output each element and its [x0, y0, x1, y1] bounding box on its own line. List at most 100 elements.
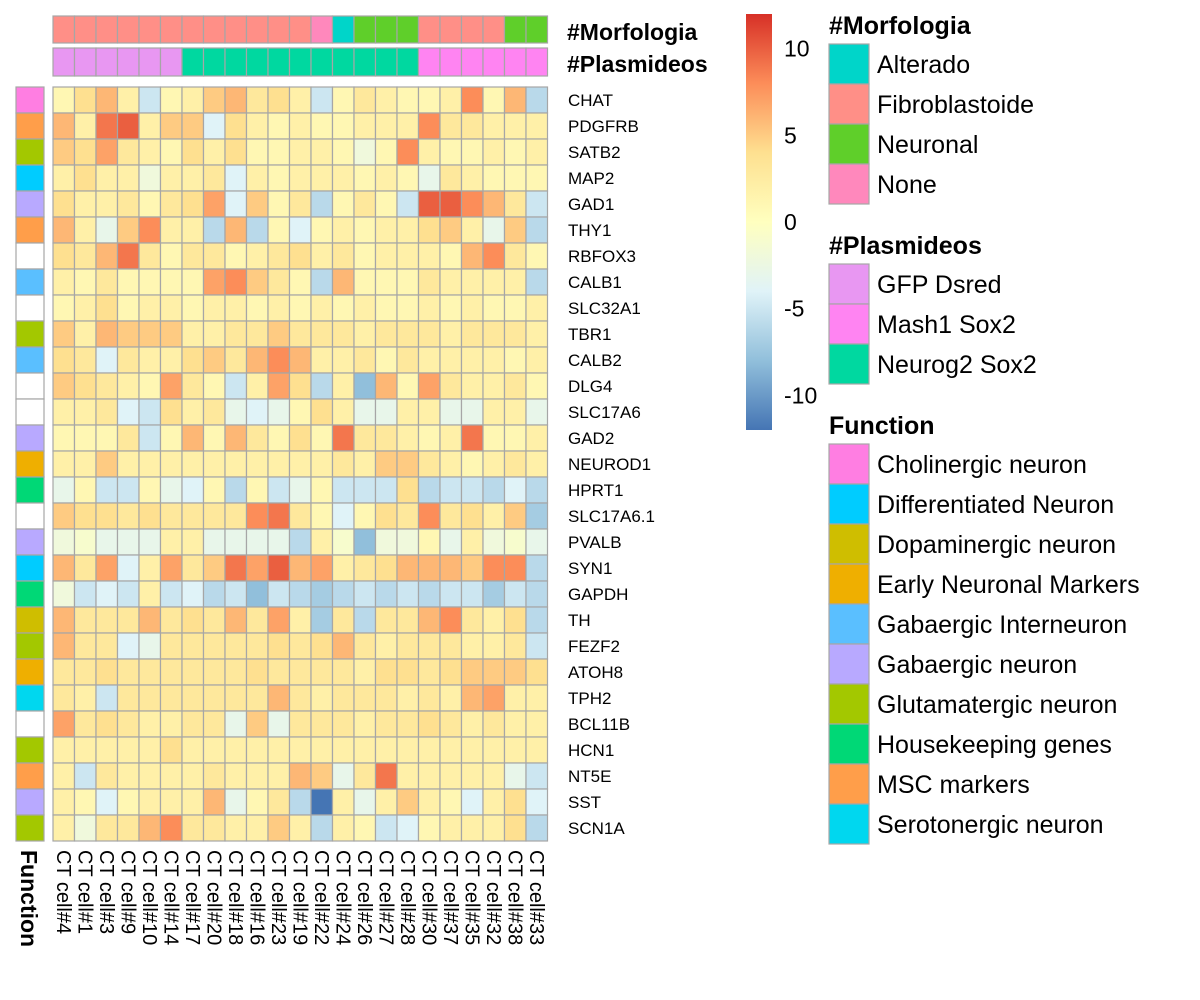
heatmap-cell: [396, 710, 420, 738]
heatmap-cell: [417, 632, 441, 660]
heatmap-cell: [439, 580, 463, 608]
gene-label: CALB2: [568, 351, 622, 370]
heatmap-cell: [417, 112, 441, 140]
plasmideos-cell: [503, 47, 527, 77]
heatmap-cell: [181, 346, 205, 374]
morfologia-cell: [181, 15, 205, 44]
heatmap-cell: [374, 112, 398, 140]
heatmap-cell: [503, 86, 527, 114]
heatmap-cell: [202, 736, 226, 764]
plasmideos-cell: [439, 47, 463, 77]
legend-item-label: Housekeeping genes: [877, 731, 1112, 759]
legend-item-label: Alterado: [877, 51, 970, 79]
heatmap-cell: [288, 268, 312, 296]
heatmap-cell: [245, 788, 269, 816]
function-cell: [15, 424, 45, 452]
function-cell: [15, 762, 45, 790]
function-cell: [15, 138, 45, 166]
heatmap-cell: [503, 502, 527, 530]
heatmap-cell: [245, 424, 269, 452]
heatmap-cell: [310, 138, 334, 166]
heatmap-cell: [503, 762, 527, 790]
heatmap-cell: [159, 684, 183, 712]
plasmideos-cell: [482, 47, 506, 77]
heatmap-cell: [224, 424, 248, 452]
heatmap-cell: [245, 190, 269, 218]
heatmap-cell: [396, 736, 420, 764]
heatmap-cell: [116, 762, 140, 790]
heatmap-cell: [95, 268, 119, 296]
heatmap-cell: [159, 658, 183, 686]
heatmap-cell: [224, 216, 248, 244]
heatmap-cell: [116, 528, 140, 556]
color-scale-legend: 10 5 0 -5 -10: [746, 14, 817, 430]
heatmap-cell: [52, 112, 76, 140]
heatmap-cell: [202, 112, 226, 140]
heatmap-cell: [374, 450, 398, 478]
cell-label: CT cell#26: [353, 850, 375, 945]
heatmap-cell: [310, 606, 334, 634]
heatmap-cell: [224, 294, 248, 322]
heatmap-cell: [52, 580, 76, 608]
heatmap-cell: [52, 762, 76, 790]
heatmap-cell: [417, 606, 441, 634]
heatmap-cell: [439, 502, 463, 530]
heatmap-cell: [331, 268, 355, 296]
cell-label: CT cell#19: [288, 850, 310, 945]
heatmap-cell: [310, 372, 334, 400]
heatmap-cell: [374, 710, 398, 738]
heatmap-cell: [267, 658, 291, 686]
heatmap-cell: [353, 632, 377, 660]
heatmap-cell: [353, 450, 377, 478]
legend-item-label: Gabaergic neuron: [877, 651, 1077, 679]
heatmap-cell: [52, 268, 76, 296]
heatmap-cell: [95, 502, 119, 530]
heatmap-cell: [159, 86, 183, 114]
heatmap-cell: [353, 190, 377, 218]
plasmideos-cell: [95, 47, 119, 77]
heatmap-cell: [460, 710, 484, 738]
gene-label: PDGFRB: [568, 117, 639, 136]
heatmap-cell: [396, 164, 420, 192]
heatmap-cell: [503, 112, 527, 140]
heatmap-cell: [116, 424, 140, 452]
morfologia-cell: [52, 15, 76, 44]
function-cell: [15, 554, 45, 582]
heatmap-cell: [288, 762, 312, 790]
heatmap-cell: [460, 528, 484, 556]
heatmap-cell: [95, 684, 119, 712]
heatmap-cell: [331, 502, 355, 530]
heatmap-cell: [460, 294, 484, 322]
heatmap-cell: [288, 554, 312, 582]
heatmap-cell: [310, 320, 334, 348]
heatmap-cell: [374, 736, 398, 764]
heatmap-cell: [310, 736, 334, 764]
heatmap-cell: [482, 164, 506, 192]
heatmap-cell: [482, 190, 506, 218]
heatmap-cell: [525, 528, 549, 556]
heatmap-cell: [116, 814, 140, 842]
heatmap-cell: [224, 112, 248, 140]
heatmap-cell: [331, 164, 355, 192]
heatmap-cell: [267, 632, 291, 660]
heatmap-cell: [116, 112, 140, 140]
function-cell: [15, 684, 45, 712]
heatmap-cell: [417, 658, 441, 686]
heatmap-cell: [374, 398, 398, 426]
heatmap-cell: [73, 554, 97, 582]
morfologia-cell: [396, 15, 420, 44]
heatmap-cell: [482, 476, 506, 504]
heatmap-cell: [73, 294, 97, 322]
gene-label: BCL11B: [568, 715, 630, 734]
heatmap-cell: [482, 814, 506, 842]
cell-label: CT cell#23: [267, 850, 289, 945]
gene-label: ATOH8: [568, 663, 623, 682]
heatmap-cell: [202, 762, 226, 790]
heatmap-cell: [439, 138, 463, 166]
heatmap-cell: [224, 814, 248, 842]
heatmap-cell: [181, 372, 205, 400]
heatmap-cell: [482, 606, 506, 634]
gene-labels: CHAT PDGFRB SATB2 MAP2 GAD1 THY1 RBFOX3 CALB1 SL…: [568, 91, 655, 838]
heatmap-cell: [503, 346, 527, 374]
heatmap-cell: [482, 216, 506, 244]
